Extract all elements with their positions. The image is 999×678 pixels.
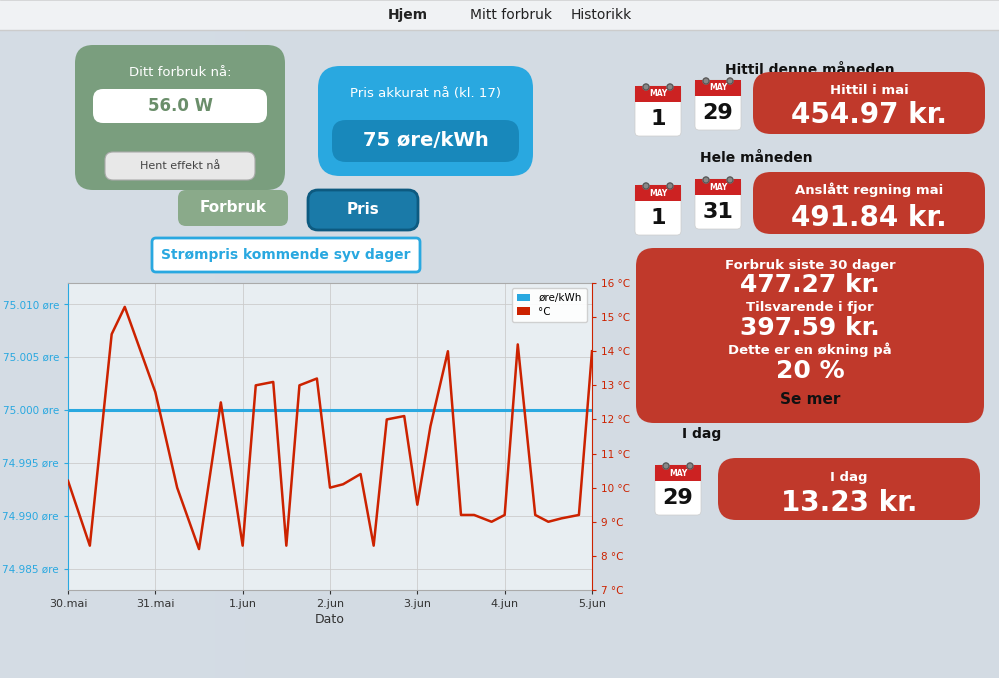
Text: MAY: MAY	[649, 89, 667, 98]
Circle shape	[507, 496, 514, 504]
Text: 29: 29	[662, 488, 693, 508]
FancyBboxPatch shape	[655, 465, 701, 515]
Legend: øre/kWh, °C: øre/kWh, °C	[512, 288, 586, 322]
Text: Forbruk siste 30 dager: Forbruk siste 30 dager	[724, 258, 895, 271]
Text: Fremtid: Fremtid	[520, 494, 564, 506]
Text: MAY: MAY	[709, 182, 727, 191]
FancyBboxPatch shape	[332, 120, 519, 162]
Text: 491.84 kr.: 491.84 kr.	[791, 204, 947, 232]
FancyBboxPatch shape	[0, 0, 999, 30]
Text: Historikk: Historikk	[570, 8, 631, 22]
Text: I dag: I dag	[830, 471, 868, 485]
Text: 454.97 kr.: 454.97 kr.	[791, 101, 947, 129]
FancyBboxPatch shape	[635, 185, 681, 235]
FancyBboxPatch shape	[178, 190, 288, 226]
Text: MAY: MAY	[669, 468, 687, 477]
Circle shape	[703, 177, 709, 183]
Text: Hittil denne måneden: Hittil denne måneden	[725, 63, 895, 77]
Circle shape	[687, 463, 693, 469]
Text: 56.0 W: 56.0 W	[148, 97, 213, 115]
Bar	[635, 86, 681, 102]
Text: Pris: Pris	[347, 203, 380, 218]
X-axis label: Dato: Dato	[315, 613, 345, 626]
Circle shape	[643, 183, 649, 189]
Text: 31: 31	[702, 202, 733, 222]
FancyBboxPatch shape	[318, 66, 533, 176]
Text: Tilsvarende i fjor: Tilsvarende i fjor	[746, 300, 874, 313]
Text: 1 mnd.: 1 mnd.	[221, 565, 267, 578]
Text: 13.23 kr.: 13.23 kr.	[781, 489, 917, 517]
Text: 1: 1	[650, 208, 665, 228]
FancyBboxPatch shape	[215, 559, 273, 583]
Text: Fortid: Fortid	[520, 515, 554, 528]
Text: Forbruk: Forbruk	[200, 201, 267, 216]
Text: 75 øre/kWh: 75 øre/kWh	[363, 132, 489, 151]
Bar	[655, 465, 701, 481]
Text: Dette er en økning på: Dette er en økning på	[728, 342, 892, 357]
Text: 477.27 kr.: 477.27 kr.	[740, 273, 880, 297]
Text: Pris akkurat nå (kl. 17): Pris akkurat nå (kl. 17)	[350, 87, 501, 100]
FancyBboxPatch shape	[635, 86, 681, 136]
Text: MAY: MAY	[709, 83, 727, 92]
FancyBboxPatch shape	[718, 458, 980, 520]
Text: Mitt forbruk: Mitt forbruk	[470, 8, 552, 22]
Text: Se mer: Se mer	[780, 393, 840, 407]
Text: 29: 29	[702, 103, 733, 123]
FancyBboxPatch shape	[695, 179, 741, 229]
FancyBboxPatch shape	[695, 80, 741, 130]
Text: ✓: ✓	[507, 538, 515, 549]
Text: Strømpris kommende syv dager: Strømpris kommende syv dager	[161, 248, 411, 262]
FancyBboxPatch shape	[753, 72, 985, 134]
FancyBboxPatch shape	[148, 559, 206, 583]
Text: MAY: MAY	[649, 188, 667, 197]
Text: Hent effekt nå: Hent effekt nå	[140, 161, 220, 171]
Circle shape	[667, 84, 673, 90]
FancyBboxPatch shape	[506, 538, 517, 549]
Text: 20 %: 20 %	[775, 359, 844, 383]
Circle shape	[643, 84, 649, 90]
Text: Ditt forbruk nå:: Ditt forbruk nå:	[129, 66, 231, 79]
FancyBboxPatch shape	[93, 89, 267, 123]
Text: I dag: I dag	[682, 427, 721, 441]
FancyBboxPatch shape	[83, 559, 141, 583]
Circle shape	[727, 78, 733, 84]
Bar	[635, 185, 681, 201]
Text: Hjem: Hjem	[388, 8, 428, 22]
FancyBboxPatch shape	[105, 152, 255, 180]
Bar	[695, 80, 741, 96]
Text: 24 t.: 24 t.	[97, 565, 128, 578]
Text: Anslått regning mai: Anslått regning mai	[795, 182, 943, 197]
Text: 1 uke: 1 uke	[159, 565, 195, 578]
FancyBboxPatch shape	[308, 190, 418, 230]
Circle shape	[703, 78, 709, 84]
Circle shape	[505, 494, 516, 506]
Circle shape	[727, 177, 733, 183]
Circle shape	[505, 517, 516, 527]
FancyBboxPatch shape	[152, 238, 420, 272]
Bar	[695, 179, 741, 195]
Text: 1: 1	[650, 109, 665, 129]
Text: Hittil i mai: Hittil i mai	[829, 83, 908, 96]
Circle shape	[667, 183, 673, 189]
Text: Temperatur: Temperatur	[520, 537, 588, 550]
Text: 397.59 kr.: 397.59 kr.	[740, 316, 880, 340]
FancyBboxPatch shape	[75, 45, 285, 190]
FancyBboxPatch shape	[636, 248, 984, 423]
Text: Hele måneden: Hele måneden	[700, 151, 812, 165]
Circle shape	[663, 463, 669, 469]
FancyBboxPatch shape	[753, 172, 985, 234]
